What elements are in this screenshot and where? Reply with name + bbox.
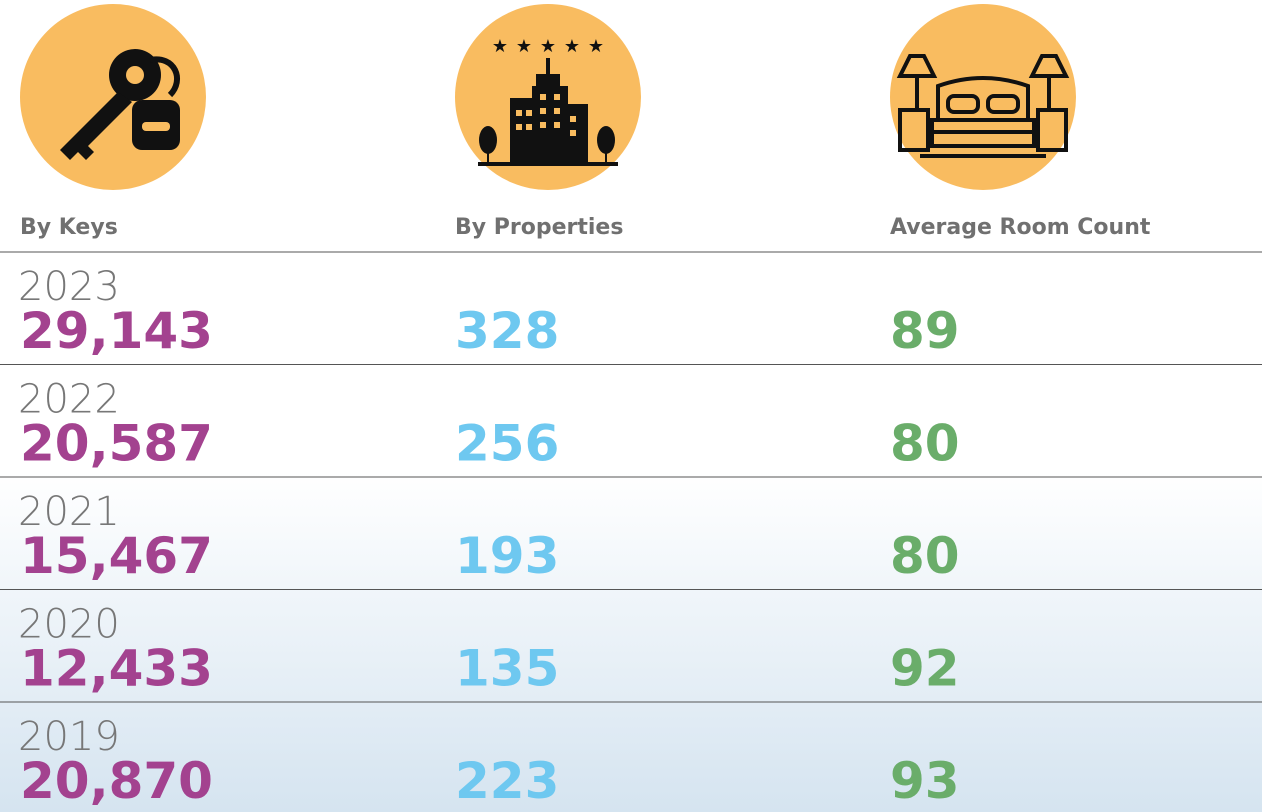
properties-icon: ★ ★ ★ ★ ★ (455, 4, 641, 190)
stat-value: 135 (455, 640, 559, 698)
svg-text:★: ★ (588, 36, 604, 57)
stat-value: 93 (890, 752, 960, 810)
column-header: By Keys (20, 215, 118, 240)
svg-text:★: ★ (540, 36, 556, 57)
year-label: 2023 (18, 264, 120, 310)
stat-value: 12,433 (20, 640, 213, 698)
svg-text:★: ★ (492, 36, 508, 57)
column-header: Average Room Count (890, 215, 1151, 240)
stat-value: 193 (455, 527, 559, 585)
stat-value: 92 (890, 640, 960, 698)
stat-value: 80 (890, 415, 960, 473)
year-label: 2020 (18, 602, 120, 648)
svg-text:★: ★ (516, 36, 532, 57)
stat-value: 15,467 (20, 527, 213, 585)
column-header: By Properties (455, 215, 623, 240)
keys-icon (20, 4, 206, 190)
year-label: 2021 (18, 489, 120, 535)
stat-value: 328 (455, 302, 559, 360)
stat-value: 80 (890, 527, 960, 585)
year-label: 2022 (18, 377, 120, 423)
stat-value: 256 (455, 415, 559, 473)
rooms-icon (890, 4, 1076, 190)
stat-value: 20,587 (20, 415, 213, 473)
stat-value: 20,870 (20, 752, 213, 810)
stat-value: 89 (890, 302, 960, 360)
year-label: 2019 (18, 714, 120, 760)
svg-text:★: ★ (564, 36, 580, 57)
stat-value: 223 (455, 752, 559, 810)
stat-value: 29,143 (20, 302, 213, 360)
